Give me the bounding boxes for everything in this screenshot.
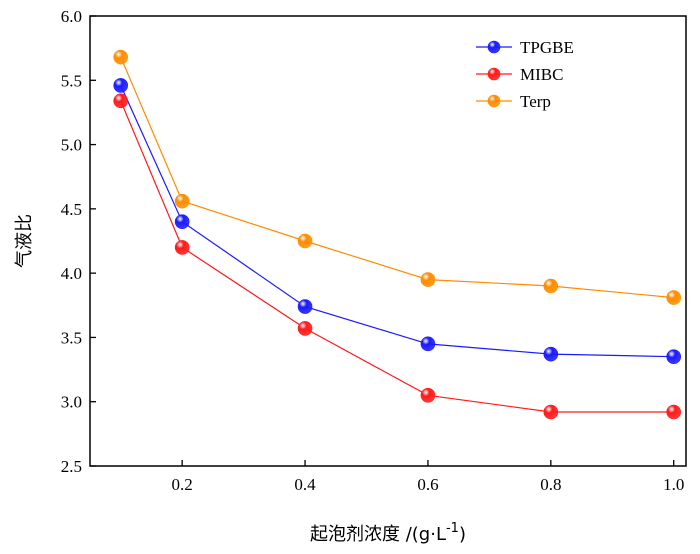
x-tick-label: 0.8 bbox=[540, 475, 561, 494]
y-tick-label: 4.0 bbox=[61, 264, 82, 283]
y-tick-label: 2.5 bbox=[61, 457, 82, 476]
data-point-terp bbox=[543, 278, 559, 294]
legend-label-tpgbe: TPGBE bbox=[520, 38, 574, 57]
y-tick-label: 3.5 bbox=[61, 328, 82, 347]
data-point-terp bbox=[420, 272, 436, 287]
series-line-mibc bbox=[120, 100, 674, 413]
data-point-mibc bbox=[420, 387, 436, 403]
y-axis: 2.5 3.0 3.5 4.0 4.5 5.0 5.5 6.0 bbox=[61, 7, 96, 476]
legend-label-mibc: MIBC bbox=[520, 65, 563, 84]
y-tick-label: 4.5 bbox=[61, 200, 82, 219]
data-point-mibc bbox=[174, 240, 190, 255]
series-points bbox=[113, 49, 682, 420]
x-axis: 0.2 0.4 0.6 0.8 1.0 bbox=[172, 460, 684, 494]
x-axis-title-main: 起泡剂浓度 /(g·L bbox=[310, 524, 446, 545]
data-point-mibc bbox=[113, 93, 129, 109]
series-line-terp bbox=[120, 56, 674, 299]
y-tick-label: 6.0 bbox=[61, 7, 82, 26]
x-tick-label: 1.0 bbox=[663, 475, 684, 494]
data-point-terp bbox=[666, 290, 682, 305]
x-tick-label: 0.4 bbox=[294, 475, 316, 494]
y-axis-title: 气液比 bbox=[14, 214, 35, 268]
data-point-terp bbox=[174, 193, 190, 209]
y-tick-label: 3.0 bbox=[61, 393, 82, 412]
series-line-tpgbe bbox=[120, 85, 674, 358]
data-point-tpgbe bbox=[174, 214, 190, 230]
data-point-mibc bbox=[297, 321, 313, 336]
data-point-tpgbe bbox=[113, 78, 129, 93]
legend-label-terp: Terp bbox=[520, 92, 551, 111]
data-point-mibc bbox=[543, 404, 559, 420]
data-point-tpgbe bbox=[666, 349, 682, 365]
data-point-mibc bbox=[666, 404, 682, 420]
data-point-tpgbe bbox=[297, 299, 313, 314]
x-tick-label: 0.6 bbox=[417, 475, 438, 494]
x-axis-title-suffix: ) bbox=[459, 524, 466, 545]
x-axis-title: 起泡剂浓度 /(g·L-1) bbox=[310, 521, 466, 545]
legend-marker-mibc bbox=[487, 67, 501, 81]
x-tick-label: 0.2 bbox=[172, 475, 193, 494]
legend-marker-tpgbe bbox=[487, 40, 501, 54]
series-lines bbox=[120, 56, 674, 413]
data-point-terp bbox=[113, 49, 129, 65]
data-point-tpgbe bbox=[543, 346, 559, 362]
data-point-tpgbe bbox=[420, 336, 436, 352]
legend: TPGBE MIBC Terp bbox=[476, 38, 574, 111]
plot-frame bbox=[89, 15, 687, 467]
y-tick-label: 5.0 bbox=[61, 136, 82, 155]
data-point-terp bbox=[297, 233, 313, 249]
legend-marker-terp bbox=[487, 94, 501, 108]
x-axis-title-superscript: -1 bbox=[446, 521, 459, 536]
y-tick-label: 5.5 bbox=[61, 71, 82, 90]
